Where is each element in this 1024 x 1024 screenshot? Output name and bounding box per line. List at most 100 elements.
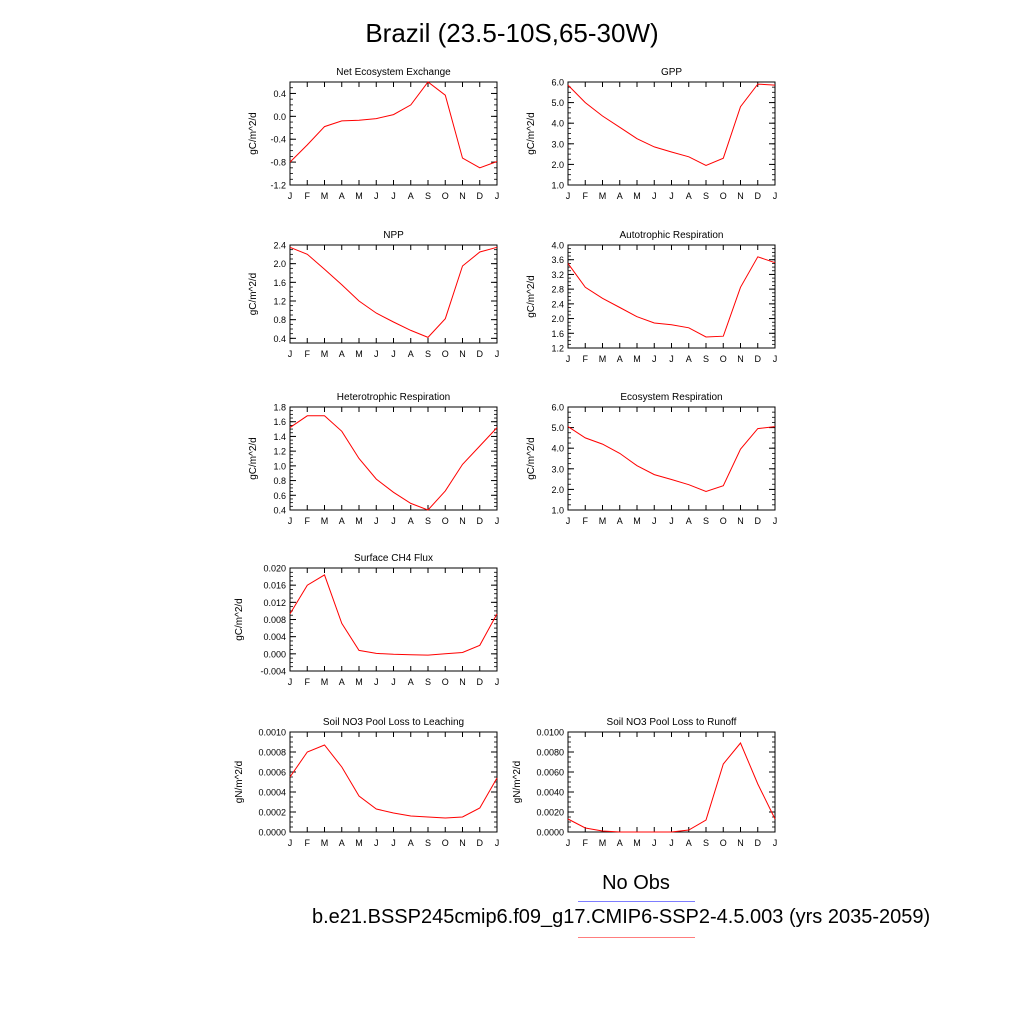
panel-title: Heterotrophic Respiration — [337, 392, 450, 403]
x-tick-label: J — [495, 191, 500, 201]
y-axis-label: gC/m^2/d — [526, 437, 537, 480]
y-tick-label: 0.0020 — [536, 808, 564, 818]
y-axis-label: gC/m^2/d — [248, 112, 259, 155]
x-tick-label: S — [703, 354, 709, 364]
x-tick-label: A — [339, 516, 345, 526]
y-tick-label: 0.0080 — [536, 748, 564, 758]
y-tick-label: 0.016 — [263, 581, 286, 591]
legend-obs-label: No Obs — [602, 872, 670, 894]
x-tick-label: M — [355, 677, 363, 687]
x-tick-label: A — [408, 191, 414, 201]
x-tick-label: J — [288, 838, 293, 848]
y-axis-label: gC/m^2/d — [526, 275, 537, 318]
y-tick-label: 0.0040 — [536, 788, 564, 798]
x-tick-label: S — [703, 191, 709, 201]
x-tick-label: A — [617, 838, 623, 848]
x-tick-label: O — [720, 354, 727, 364]
y-axis-label: gC/m^2/d — [234, 598, 245, 641]
x-tick-label: M — [355, 191, 363, 201]
x-tick-label: J — [652, 838, 657, 848]
y-tick-label: 6.0 — [551, 78, 564, 88]
y-tick-label: 6.0 — [551, 403, 564, 413]
x-tick-label: A — [339, 349, 345, 359]
panel-title: Autotrophic Respiration — [620, 230, 724, 241]
y-tick-label: 2.0 — [551, 314, 564, 324]
x-tick-label: M — [599, 354, 607, 364]
x-tick-label: J — [288, 677, 293, 687]
y-tick-label: 0.0000 — [258, 828, 286, 838]
x-tick-label: F — [583, 516, 589, 526]
x-tick-label: M — [355, 838, 363, 848]
x-tick-label: M — [633, 354, 641, 364]
x-tick-label: A — [617, 516, 623, 526]
panel-title: Surface CH4 Flux — [354, 553, 433, 564]
y-tick-label: 3.2 — [551, 270, 564, 280]
x-tick-label: N — [459, 191, 466, 201]
y-tick-label: 3.6 — [551, 255, 564, 265]
x-tick-label: J — [566, 516, 571, 526]
x-tick-label: A — [686, 191, 692, 201]
plot-frame — [289, 731, 498, 833]
x-tick-label: N — [737, 354, 744, 364]
panel-title: Soil NO3 Pool Loss to Leaching — [323, 717, 464, 728]
y-tick-label: 0.4 — [273, 89, 286, 99]
x-tick-label: J — [288, 349, 293, 359]
plot-frame — [289, 244, 498, 344]
panel-title: NPP — [383, 230, 404, 241]
x-tick-label: D — [477, 516, 484, 526]
y-tick-label: 4.0 — [551, 241, 564, 251]
panel-title: Net Ecosystem Exchange — [336, 67, 451, 78]
plot-frame — [289, 406, 498, 511]
y-tick-label: 1.2 — [273, 297, 286, 307]
x-tick-label: O — [720, 516, 727, 526]
y-tick-label: 0.012 — [263, 598, 286, 608]
y-tick-label: -1.2 — [270, 181, 286, 191]
y-tick-label: 0.6 — [273, 491, 286, 501]
y-tick-label: 0.4 — [273, 506, 286, 516]
x-tick-label: A — [686, 516, 692, 526]
x-tick-label: F — [305, 677, 311, 687]
x-tick-label: O — [442, 838, 449, 848]
y-tick-label: 0.004 — [263, 632, 286, 642]
x-tick-label: N — [459, 516, 466, 526]
x-tick-label: J — [391, 838, 396, 848]
x-tick-label: O — [720, 191, 727, 201]
y-tick-label: 1.2 — [551, 344, 564, 354]
x-tick-label: M — [633, 838, 641, 848]
y-tick-label: 5.0 — [551, 423, 564, 433]
x-tick-label: D — [477, 191, 484, 201]
x-tick-label: J — [773, 191, 778, 201]
y-tick-label: -0.004 — [260, 667, 286, 677]
x-tick-label: J — [495, 677, 500, 687]
x-tick-label: M — [321, 838, 329, 848]
x-tick-label: J — [773, 354, 778, 364]
series-line — [567, 83, 776, 166]
x-tick-label: J — [288, 191, 293, 201]
x-tick-label: J — [288, 516, 293, 526]
legend-obs-line — [578, 901, 695, 902]
y-tick-label: 1.2 — [273, 447, 286, 457]
x-tick-label: F — [583, 191, 589, 201]
y-tick-label: 0.8 — [273, 476, 286, 486]
series-line — [289, 415, 498, 511]
y-tick-label: 3.0 — [551, 464, 564, 474]
x-tick-label: J — [566, 191, 571, 201]
x-tick-label: F — [305, 838, 311, 848]
legend-case-line — [578, 937, 695, 938]
y-axis-label: gN/m^2/d — [234, 761, 245, 804]
y-tick-label: 0.0 — [273, 112, 286, 122]
x-tick-label: A — [617, 354, 623, 364]
plot-frame — [289, 81, 498, 186]
x-tick-label: N — [737, 191, 744, 201]
x-tick-label: M — [355, 349, 363, 359]
x-tick-label: J — [495, 838, 500, 848]
x-tick-label: O — [720, 838, 727, 848]
x-tick-label: J — [669, 838, 674, 848]
plot-frame — [567, 731, 776, 833]
x-tick-label: S — [703, 838, 709, 848]
y-tick-label: 1.4 — [273, 432, 286, 442]
